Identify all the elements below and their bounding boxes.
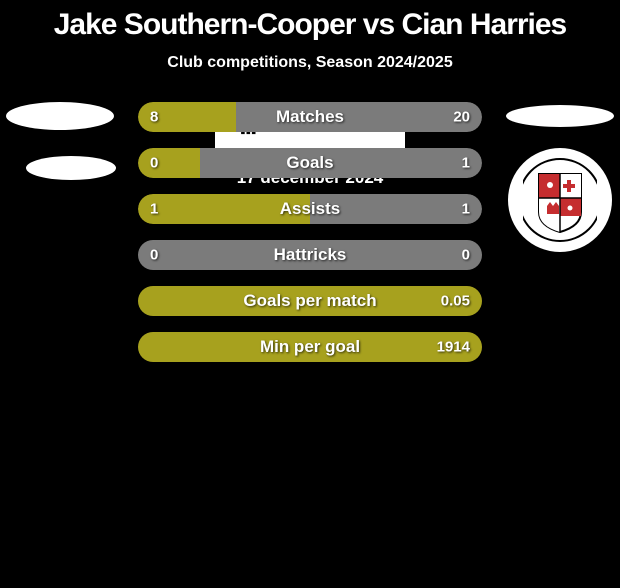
bar-value-left: 0 [150, 155, 158, 172]
bar-row: Hattricks0 0 [138, 240, 482, 270]
bar-label: Matches [138, 107, 482, 127]
bar-row: Assists1 1 [138, 194, 482, 224]
bar-value-right: 1 [462, 201, 470, 218]
bar-label: Min per goal [138, 337, 482, 357]
bar-label: Assists [138, 199, 482, 219]
bar-value-left: 1 [150, 201, 158, 218]
player1-logo-shape-1 [6, 102, 114, 130]
page-subtitle: Club competitions, Season 2024/2025 [0, 54, 620, 72]
bar-value-left: 0 [150, 247, 158, 264]
page-title: Jake Southern-Cooper vs Cian Harries [0, 8, 620, 42]
bar-row: Matches8 20 [138, 102, 482, 132]
bar-row: Min per goal1914 [138, 332, 482, 362]
player1-logo-shape-2 [26, 156, 116, 180]
bar-label: Goals [138, 153, 482, 173]
bar-label: Goals per match [138, 291, 482, 311]
bar-value-right: 20 [453, 109, 470, 126]
bar-value-right: 0.05 [441, 293, 470, 310]
player2-logo-shape-1 [506, 105, 614, 127]
bar-value-left: 8 [150, 109, 158, 126]
bar-value-right: 1914 [437, 339, 470, 356]
shield-icon [523, 158, 597, 242]
player2-club-crest [508, 148, 612, 252]
bar-value-right: 1 [462, 155, 470, 172]
bar-label: Hattricks [138, 245, 482, 265]
bars-container: Matches820Goals01Assists11Hattricks00Goa… [138, 102, 482, 378]
bar-value-right: 0 [462, 247, 470, 264]
bar-row: Goals0 1 [138, 148, 482, 178]
bar-row: Goals per match0.05 [138, 286, 482, 316]
